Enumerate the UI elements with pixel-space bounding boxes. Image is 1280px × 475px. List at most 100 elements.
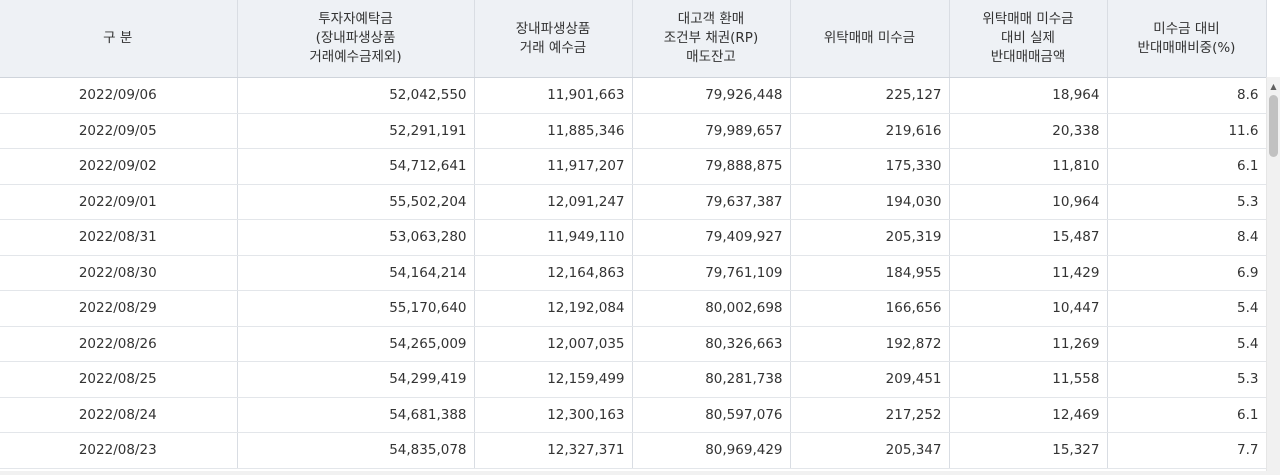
table-cell: 5.3 [1107,361,1267,398]
table-cell: 11,269 [949,326,1108,362]
table-row: 2022/08/24 54,681,388 12,300,163 80,597,076… [0,397,1267,433]
table-cell: 11,949,110 [474,219,633,256]
table-cell: 12,327,371 [474,432,633,469]
table-cell: 217,252 [790,397,950,433]
table-cell: 11,885,346 [474,113,633,149]
deposit-statistics-table: 구 분 투자자예탁금 (장내파생상품 거래예수금제외) 장내파생상품 거래 예수금 대고객 … [0,0,1267,469]
table-cell: 7.7 [1107,432,1267,469]
table-cell: 11,917,207 [474,148,633,185]
table-row: 2022/08/31 53,063,280 11,949,110 79,409,927… [0,219,1267,256]
table-cell: 80,281,738 [632,361,791,398]
table-cell: 11,558 [949,361,1108,398]
table-row: 2022/09/05 52,291,191 11,885,346 79,989,657… [0,113,1267,149]
caret-up-icon[interactable]: ▲ [1270,81,1277,91]
table-cell: 15,327 [949,432,1108,469]
row-date-cell: 2022/08/30 [0,255,238,291]
table-cell: 79,888,875 [632,148,791,185]
column-header-line: 거래 예수금 [519,39,587,56]
table-cell: 52,042,550 [237,77,475,114]
row-date-cell: 2022/08/25 [0,361,238,398]
table-cell: 20,338 [949,113,1108,149]
column-header-line: 투자자예탁금 [318,11,393,27]
table-cell: 192,872 [790,326,950,362]
table-cell: 11,429 [949,255,1108,291]
table-row: 2022/09/01 55,502,204 12,091,247 79,637,387… [0,184,1267,220]
table-cell: 5.4 [1107,326,1267,362]
table-cell: 55,502,204 [237,184,475,220]
row-date-cell: 2022/08/31 [0,219,238,256]
table-cell: 79,989,657 [632,113,791,149]
table-cell: 8.4 [1107,219,1267,256]
table-cell: 11,810 [949,148,1108,185]
table-cell: 8.6 [1107,77,1267,114]
table-cell: 12,164,863 [474,255,633,291]
table-cell: 80,002,698 [632,290,791,327]
column-header-line: 장내파생상품 [515,20,591,37]
col-header-investor-deposit: 투자자예탁금 (장내파생상품 거래예수금제외) [237,0,475,78]
table-cell: 54,299,419 [237,361,475,398]
table-row: 2022/08/26 54,265,009 12,007,035 80,326,663… [0,326,1267,362]
table-cell: 225,127 [790,77,950,114]
row-date-cell: 2022/08/23 [0,432,238,469]
table-cell: 5.3 [1107,184,1267,220]
col-header-receivables: 위탁매매 미수금 [790,0,950,78]
row-date-cell: 2022/09/06 [0,77,238,114]
table-cell: 6.1 [1107,397,1267,433]
table-cell: 79,761,109 [632,255,791,291]
column-header-line: 대고객 환매 [677,11,745,27]
column-header-line: 대비 실제 [1001,30,1055,46]
column-header-line: 위탁매매 미수금 [982,11,1074,27]
table-cell: 80,969,429 [632,432,791,469]
table-cell: 205,319 [790,219,950,256]
table-cell: 80,326,663 [632,326,791,362]
table-row: 2022/08/29 55,170,640 12,192,084 80,002,698… [0,290,1267,327]
row-date-cell: 2022/09/01 [0,184,238,220]
column-header-line: 미수금 대비 [1153,20,1220,37]
table-cell: 175,330 [790,148,950,185]
table-cell: 54,712,641 [237,148,475,185]
table-cell: 52,291,191 [237,113,475,149]
row-date-cell: 2022/08/26 [0,326,238,362]
table-cell: 11,901,663 [474,77,633,114]
column-header-line: 반대매매금액 [990,49,1066,65]
column-header-line: 위탁매매 미수금 [823,30,916,46]
vertical-scrollbar[interactable]: ▲ [1266,77,1280,475]
table-cell: 80,597,076 [632,397,791,433]
row-date-cell: 2022/09/02 [0,148,238,185]
table-header-row: 구 분 투자자예탁금 (장내파생상품 거래예수금제외) 장내파생상품 거래 예수금 대고객 … [0,0,1267,78]
table-cell: 11.6 [1107,113,1267,149]
col-header-category: 구 분 [0,0,238,78]
table-cell: 79,926,448 [632,77,791,114]
horizontal-scrollbar[interactable] [0,471,1267,475]
column-header-line: 매도잔고 [686,49,736,65]
table-cell: 54,265,009 [237,326,475,362]
column-header-line: 구 분 [103,30,133,46]
table-cell: 166,656 [790,290,950,327]
table-cell: 205,347 [790,432,950,469]
column-header-line: 조건부 채권(RP) [663,30,759,46]
table-row: 2022/09/06 52,042,550 11,901,663 79,926,448… [0,77,1267,114]
column-header-line: 반대매매비중(%) [1137,39,1236,56]
row-date-cell: 2022/08/24 [0,397,238,433]
table-cell: 12,007,035 [474,326,633,362]
table-cell: 12,300,163 [474,397,633,433]
table-row: 2022/08/25 54,299,419 12,159,499 80,281,738… [0,361,1267,398]
scrollbar-thumb[interactable] [1269,95,1278,157]
table-row: 2022/08/30 54,164,214 12,164,863 79,761,109… [0,255,1267,291]
table-cell: 5.4 [1107,290,1267,327]
table-cell: 54,164,214 [237,255,475,291]
row-date-cell: 2022/09/05 [0,113,238,149]
table-cell: 55,170,640 [237,290,475,327]
table-cell: 54,681,388 [237,397,475,433]
table-cell: 184,955 [790,255,950,291]
table-cell: 53,063,280 [237,219,475,256]
column-header-line: 거래예수금제외) [309,49,402,65]
table-cell: 219,616 [790,113,950,149]
table-cell: 54,835,078 [237,432,475,469]
table-row: 2022/09/02 54,712,641 11,917,207 79,888,875… [0,148,1267,185]
table-row: 2022/08/23 54,835,078 12,327,371 80,969,429… [0,432,1267,469]
